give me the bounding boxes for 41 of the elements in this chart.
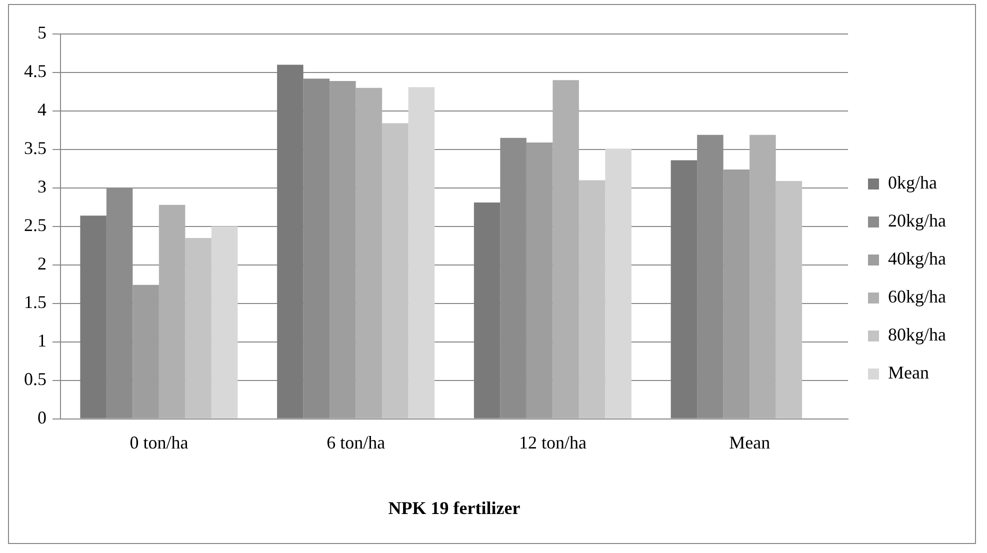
bar bbox=[80, 216, 106, 418]
y-tick-label: 3 bbox=[38, 176, 46, 197]
y-tick-label: 3.5 bbox=[24, 138, 46, 158]
y-tick-label: 5 bbox=[38, 22, 46, 43]
bar bbox=[474, 202, 500, 418]
y-tick-label: 1.5 bbox=[24, 292, 46, 312]
bar bbox=[408, 87, 435, 418]
bar bbox=[277, 64, 304, 418]
y-tick-label: 0 bbox=[38, 408, 46, 428]
y-tick-label: 2.5 bbox=[24, 215, 46, 236]
x-tick-label: 6 ton/ha bbox=[326, 432, 386, 452]
legend-label: 0kg/ha bbox=[888, 172, 938, 193]
bar bbox=[552, 80, 579, 418]
legend-label: 60kg/ha bbox=[888, 286, 946, 307]
legend-label: 20kg/ha bbox=[888, 210, 946, 231]
legend-label: 40kg/ha bbox=[888, 248, 946, 269]
legend-label: Mean bbox=[888, 362, 929, 383]
x-tick-label: Mean bbox=[729, 432, 770, 452]
bar bbox=[578, 180, 606, 418]
bar bbox=[750, 134, 776, 418]
bar bbox=[330, 80, 356, 418]
x-axis-title: NPK 19 fertilizer bbox=[388, 498, 520, 518]
x-tick-label: 0 ton/ha bbox=[130, 432, 188, 452]
bar bbox=[356, 88, 382, 418]
y-tick-label: 4 bbox=[38, 100, 46, 120]
bar bbox=[776, 180, 802, 418]
bar bbox=[211, 226, 238, 418]
y-tick-label: 4.5 bbox=[24, 61, 46, 82]
legend-label: 80kg/ha bbox=[888, 324, 946, 345]
bar bbox=[382, 123, 408, 418]
x-tick-label: 12 ton/ha bbox=[518, 432, 586, 452]
bar bbox=[526, 142, 553, 418]
y-tick-label: 0.5 bbox=[24, 369, 46, 390]
y-tick-label: 2 bbox=[38, 254, 46, 274]
bar bbox=[723, 169, 750, 418]
bar bbox=[185, 238, 212, 418]
bar bbox=[605, 148, 632, 418]
bar bbox=[132, 284, 159, 418]
y-tick-label: 1 bbox=[38, 330, 46, 351]
bar bbox=[670, 160, 698, 418]
bar bbox=[158, 204, 186, 418]
